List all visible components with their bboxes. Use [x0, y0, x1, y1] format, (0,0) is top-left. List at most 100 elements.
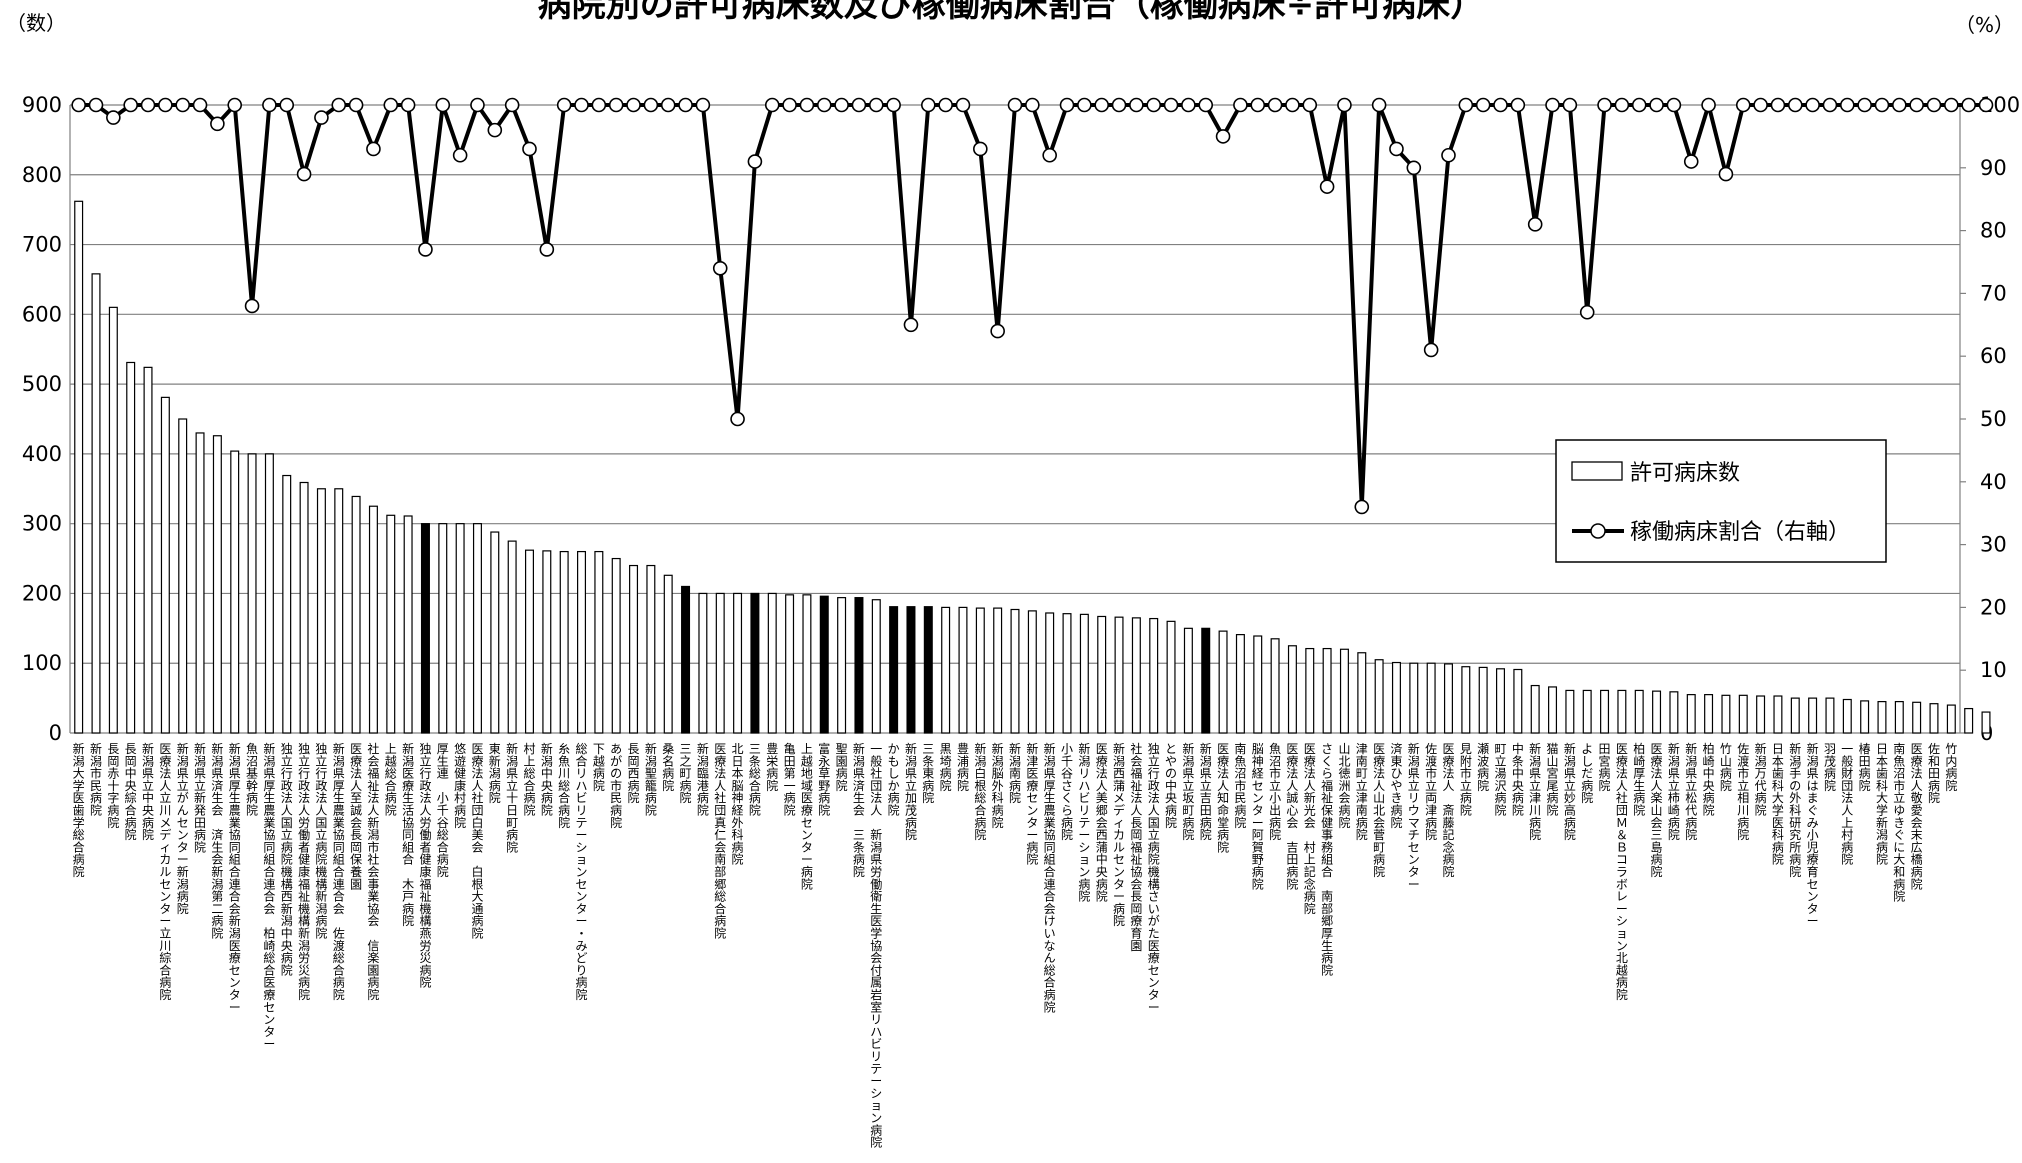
svg-text:合: 合 — [73, 839, 85, 854]
bar — [1045, 612, 1055, 734]
svg-text:人: 人 — [1096, 779, 1108, 793]
svg-text:病: 病 — [1026, 839, 1038, 854]
svg-text:た: た — [1148, 927, 1160, 941]
bar — [975, 607, 985, 734]
svg-text:ョ: ョ — [1078, 853, 1090, 867]
svg-text:労: 労 — [870, 865, 882, 879]
ratio-point — [1735, 97, 1751, 113]
svg-text:念: 念 — [1304, 876, 1316, 891]
svg-text:福: 福 — [1130, 766, 1142, 781]
ratio-point — [123, 97, 138, 113]
svg-text:法: 法 — [419, 791, 431, 805]
svg-text:会: 会 — [1911, 816, 1923, 830]
svg-text:潟: 潟 — [697, 754, 709, 768]
svg-text:郷: 郷 — [714, 877, 726, 891]
svg-text:医: 医 — [1772, 816, 1784, 830]
svg-text:一: 一 — [784, 779, 796, 793]
svg-text:病: 病 — [697, 790, 709, 805]
svg-text:日: 日 — [506, 804, 518, 818]
svg-text:療: 療 — [801, 804, 813, 818]
svg-text:南: 南 — [1893, 741, 1905, 756]
svg-text:新: 新 — [489, 753, 501, 768]
svg-text:一: 一 — [1841, 742, 1853, 756]
svg-text:法: 法 — [315, 791, 327, 805]
svg-text:連: 連 — [333, 877, 345, 891]
svg-text:生: 生 — [229, 791, 241, 805]
ratio-point — [1718, 166, 1734, 182]
svg-text:市: 市 — [1234, 778, 1246, 793]
svg-text:病: 病 — [1876, 839, 1888, 854]
svg-text:新: 新 — [177, 864, 189, 879]
svg-text:西: 西 — [281, 890, 293, 904]
svg-text:独: 独 — [281, 742, 293, 756]
svg-text:合: 合 — [1044, 864, 1056, 879]
bar — [1738, 694, 1748, 734]
svg-text:柿: 柿 — [1668, 790, 1680, 805]
ratio-point — [1961, 97, 1976, 113]
bar — [1079, 613, 1089, 734]
svg-text:光: 光 — [1304, 804, 1316, 818]
svg-text:社: 社 — [1616, 790, 1628, 805]
svg-text:中: 中 — [1512, 741, 1524, 756]
svg-text:宮: 宮 — [1599, 753, 1611, 768]
bar — [1496, 668, 1506, 734]
bar — [1218, 630, 1228, 734]
svg-text:院: 院 — [437, 865, 449, 879]
svg-text:心: 心 — [1286, 804, 1298, 818]
svg-text:療: 療 — [1217, 754, 1229, 768]
svg-text:生: 生 — [1633, 779, 1645, 793]
svg-text:新: 新 — [281, 901, 293, 916]
svg-text:立: 立 — [1494, 753, 1506, 768]
ratio-point — [643, 97, 659, 113]
bar — [646, 564, 656, 734]
svg-text:病: 病 — [1234, 803, 1246, 818]
svg-text:ぐ: ぐ — [1807, 804, 1819, 818]
svg-text:町: 町 — [506, 816, 518, 830]
svg-text:医: 医 — [263, 976, 275, 990]
svg-text:機: 機 — [298, 901, 310, 916]
svg-text:内: 内 — [1945, 754, 1957, 768]
svg-text:十: 十 — [107, 779, 119, 793]
svg-text:県: 県 — [1668, 767, 1680, 781]
svg-text:祉: 祉 — [1321, 791, 1333, 805]
svg-text:医: 医 — [350, 742, 362, 756]
svg-text:院: 院 — [281, 963, 293, 977]
svg-text:桑: 桑 — [662, 742, 674, 756]
svg-text:病: 病 — [177, 889, 189, 904]
svg-text:潟: 潟 — [541, 754, 553, 768]
ratio-point — [886, 97, 901, 113]
bar — [629, 564, 639, 734]
svg-text:新: 新 — [1044, 741, 1056, 756]
svg-text:病: 病 — [1928, 778, 1940, 793]
svg-text:活: 活 — [402, 804, 414, 818]
svg-text:院: 院 — [749, 804, 761, 818]
svg-text:県: 県 — [506, 767, 518, 781]
ratio-point — [938, 97, 953, 113]
svg-text:デ: デ — [159, 827, 171, 842]
ratio-point — [1527, 217, 1543, 232]
ratio-point — [400, 97, 416, 113]
svg-text:セ: セ — [1148, 963, 1160, 977]
svg-text:な: な — [1044, 939, 1056, 953]
svg-text:タ: タ — [1026, 816, 1038, 830]
svg-text:療: 療 — [1442, 754, 1454, 768]
svg-text:新: 新 — [177, 741, 189, 756]
bar — [767, 592, 777, 734]
svg-text:ー: ー — [576, 828, 588, 842]
bar — [1149, 617, 1159, 734]
svg-text:橋: 橋 — [1911, 853, 1923, 867]
svg-text:病: 病 — [107, 803, 119, 818]
svg-text:国: 国 — [281, 816, 293, 830]
bar — [299, 481, 309, 734]
svg-text:新: 新 — [992, 741, 1004, 756]
svg-text:ョ: ョ — [576, 853, 588, 867]
svg-text:科: 科 — [1772, 779, 1784, 793]
svg-text:埼: 埼 — [940, 754, 952, 768]
svg-text:合: 合 — [159, 962, 171, 977]
svg-text:機: 機 — [419, 901, 431, 916]
svg-text:ビ: ビ — [870, 1037, 882, 1051]
